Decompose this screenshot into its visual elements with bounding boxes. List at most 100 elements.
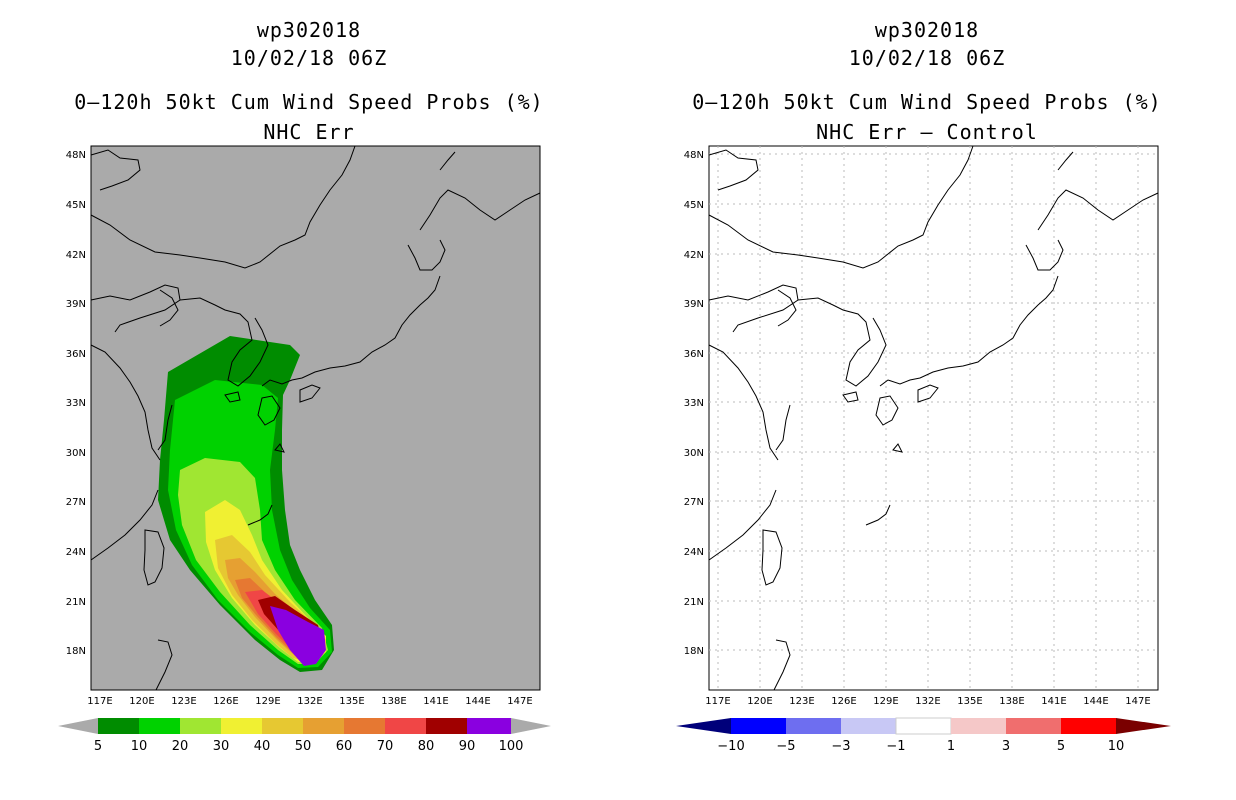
lat-label: 33N [684, 398, 704, 409]
lon-label: 129E [873, 696, 898, 707]
colorbar-label: 1 [947, 739, 955, 754]
lon-label: 117E [705, 696, 730, 707]
lat-label: 36N [66, 349, 86, 360]
colorbar-label: 10 [1108, 739, 1125, 754]
lon-label: 132E [915, 696, 940, 707]
lon-label: 120E [747, 696, 772, 707]
subtitle: NHC Err [263, 120, 355, 144]
lat-label: 45N [684, 200, 704, 211]
colorbar-bin [841, 718, 896, 734]
lon-label: 117E [87, 696, 112, 707]
colorbar-bin [344, 718, 385, 734]
colorbar-under-arrow [58, 718, 98, 734]
colorbar-bin [786, 718, 841, 734]
colorbar-bin [1006, 718, 1061, 734]
colorbar-label: 80 [418, 739, 435, 754]
title-main: 0–120h 50kt Cum Wind Speed Probs (%) [74, 90, 544, 114]
lon-label: 132E [297, 696, 322, 707]
lon-label: 141E [1041, 696, 1066, 707]
lon-label: 138E [999, 696, 1024, 707]
title-id: wp302018 [256, 18, 362, 42]
lon-label: 126E [831, 696, 856, 707]
right-colorbar: −10 −5 −3 −1 1 3 5 10 [676, 717, 1171, 754]
right-map: 48N 45N 42N 39N 36N 33N 30N 27N 24N 21N … [676, 145, 1171, 754]
colorbar-under-arrow [676, 718, 731, 734]
lon-label: 135E [957, 696, 982, 707]
contour-90 [270, 606, 326, 666]
lon-label: 126E [213, 696, 238, 707]
lon-label: 147E [1125, 696, 1150, 707]
right-panel: wp302018 10/02/18 06Z 0–120h 50kt Cum Wi… [618, 0, 1236, 800]
lat-label: 45N [66, 200, 86, 211]
lat-label: 42N [66, 250, 86, 261]
lon-label: 138E [381, 696, 406, 707]
y-ticks: 48N 45N 42N 39N 36N 33N 30N 27N 24N 21N … [684, 150, 704, 657]
lat-label: 18N [684, 646, 704, 657]
colorbar-label: 5 [1057, 739, 1065, 754]
left-colorbar: 5 10 20 30 40 50 60 70 80 90 100 [58, 718, 551, 754]
colorbar-bin [303, 718, 344, 734]
lat-label: 24N [66, 547, 86, 558]
colorbar-label: −10 [717, 739, 744, 754]
lat-label: 27N [66, 497, 86, 508]
lat-label: 42N [684, 250, 704, 261]
lat-label: 30N [684, 448, 704, 459]
lat-label: 21N [66, 597, 86, 608]
colorbar-label: 40 [254, 739, 271, 754]
colorbar-bin [180, 718, 221, 734]
lon-label: 129E [255, 696, 280, 707]
colorbar-bin [1061, 718, 1116, 734]
colorbar-over-arrow [1116, 718, 1171, 734]
lon-label: 141E [423, 696, 448, 707]
lat-label: 48N [684, 150, 704, 161]
left-map: 48N 45N 42N 39N 36N 33N 30N 27N 24N 21N … [58, 145, 551, 754]
lon-label: 144E [465, 696, 490, 707]
colorbar-label: −5 [776, 739, 795, 754]
colorbar-bin [98, 718, 139, 734]
lat-label: 33N [66, 398, 86, 409]
lon-label: 120E [129, 696, 154, 707]
colorbar-bin [467, 718, 511, 734]
colorbar-bin [731, 718, 786, 734]
subtitle: NHC Err – Control [816, 120, 1038, 144]
lat-label: 36N [684, 349, 704, 360]
x-ticks: 117E 120E 123E 126E 129E 132E 135E 138E … [705, 696, 1150, 707]
colorbar-bin [426, 718, 467, 734]
map-frame [708, 145, 1159, 691]
title-id: wp302018 [874, 18, 980, 42]
lat-label: 27N [684, 497, 704, 508]
lat-label: 18N [66, 646, 86, 657]
lon-label: 123E [789, 696, 814, 707]
colorbar-label: 50 [295, 739, 312, 754]
lat-label: 39N [684, 299, 704, 310]
y-ticks: 48N 45N 42N 39N 36N 33N 30N 27N 24N 21N … [66, 150, 86, 657]
lat-label: 21N [684, 597, 704, 608]
x-ticks: 117E 120E 123E 126E 129E 132E 135E 138E … [87, 696, 532, 707]
lat-label: 30N [66, 448, 86, 459]
colorbar-label: −1 [886, 739, 905, 754]
colorbar-label: 100 [499, 739, 524, 754]
coastlines [708, 145, 1159, 691]
colorbar-label: −3 [831, 739, 850, 754]
left-panel: wp302018 10/02/18 06Z 0–120h 50kt Cum Wi… [58, 18, 551, 754]
lon-label: 123E [171, 696, 196, 707]
colorbar-bin [895, 717, 952, 735]
colorbar-label: 60 [336, 739, 353, 754]
colorbar-label: 70 [377, 739, 394, 754]
colorbar-label: 5 [94, 739, 102, 754]
colorbar-label: 90 [459, 739, 476, 754]
colorbar-bin [221, 718, 262, 734]
gridlines [709, 146, 1158, 690]
colorbar-bin [262, 718, 303, 734]
title-time: 10/02/18 06Z [230, 46, 388, 70]
colorbar-over-arrow [511, 718, 551, 734]
colorbar-label: 30 [213, 739, 230, 754]
lat-label: 39N [66, 299, 86, 310]
colorbar-label: 20 [172, 739, 189, 754]
colorbar-bin [951, 718, 1006, 734]
colorbar-bin [385, 718, 426, 734]
lon-label: 144E [1083, 696, 1108, 707]
title-main: 0–120h 50kt Cum Wind Speed Probs (%) [692, 90, 1162, 114]
colorbar-label: 3 [1002, 739, 1010, 754]
colorbar-bin [139, 718, 180, 734]
